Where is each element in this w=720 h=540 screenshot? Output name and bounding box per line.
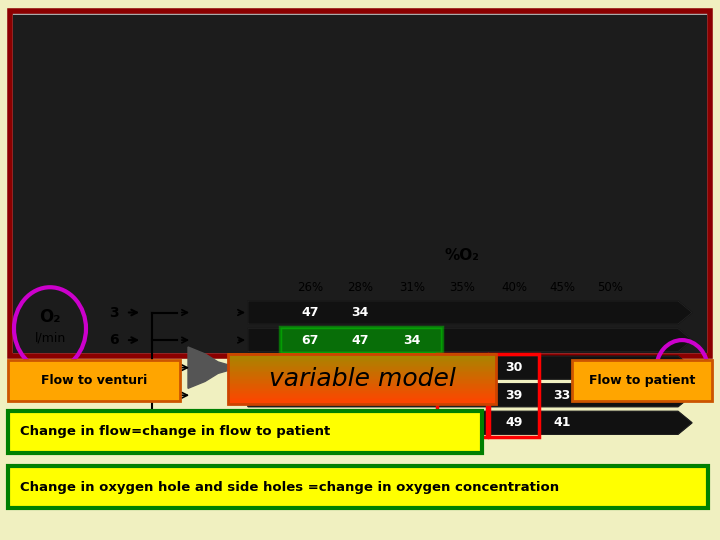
Bar	[228, 386, 496, 388]
Bar	[280, 327, 442, 353]
Text: 45%: 45%	[549, 281, 575, 294]
Polygon shape	[248, 329, 692, 352]
Text: 9: 9	[109, 361, 119, 375]
Text: O₂: O₂	[40, 308, 60, 326]
Bar	[228, 377, 496, 379]
Text: variable model: variable model	[269, 367, 456, 391]
Bar	[228, 370, 496, 373]
Bar	[228, 374, 496, 376]
Bar	[228, 387, 496, 389]
Bar	[489, 354, 539, 437]
Text: 68: 68	[403, 389, 420, 402]
Bar	[228, 383, 496, 386]
Polygon shape	[248, 411, 692, 434]
Text: 49: 49	[505, 416, 523, 429]
Polygon shape	[248, 301, 692, 324]
Bar	[228, 382, 496, 384]
Text: 50: 50	[454, 389, 471, 402]
Bar	[228, 367, 496, 369]
Text: %O₂: %O₂	[444, 247, 480, 262]
Text: l/min: l/min	[35, 331, 66, 345]
Polygon shape	[188, 347, 230, 388]
FancyBboxPatch shape	[8, 467, 708, 508]
Bar	[228, 402, 496, 404]
Bar	[228, 355, 496, 357]
Text: 71: 71	[351, 361, 369, 374]
Text: 39: 39	[505, 389, 523, 402]
FancyBboxPatch shape	[8, 360, 180, 401]
Bar	[228, 380, 496, 382]
Text: 37: 37	[454, 361, 471, 374]
Bar	[228, 394, 496, 396]
Bar	[228, 363, 496, 366]
Polygon shape	[248, 356, 692, 379]
Bar	[437, 354, 487, 437]
Bar	[228, 392, 496, 394]
Text: 40%: 40%	[501, 281, 527, 294]
Text: 12: 12	[104, 388, 124, 402]
Text: 34: 34	[403, 334, 420, 347]
Bar	[228, 397, 496, 400]
Bar	[228, 359, 496, 361]
Bar	[228, 365, 496, 367]
Bar	[228, 360, 496, 362]
Text: Change in oxygen hole and side holes =change in oxygen concentration: Change in oxygen hole and side holes =ch…	[20, 481, 559, 494]
Text: 50%: 50%	[597, 281, 623, 294]
Bar	[228, 356, 496, 359]
Bar	[228, 362, 496, 364]
Text: 26%: 26%	[297, 281, 323, 294]
Text: 15: 15	[104, 416, 124, 430]
Text: 62: 62	[454, 416, 471, 429]
Bar	[228, 401, 496, 403]
Text: Flow to patient: Flow to patient	[589, 374, 696, 387]
Bar	[228, 379, 496, 381]
Bar	[13, 15, 707, 353]
Text: 47: 47	[351, 334, 369, 347]
Text: 33: 33	[554, 389, 571, 402]
Text: 6: 6	[109, 333, 119, 347]
Bar	[228, 395, 496, 397]
Bar	[228, 399, 496, 401]
Text: Flow to venturi: Flow to venturi	[41, 374, 147, 387]
Text: Change in flow=change in flow to patient: Change in flow=change in flow to patient	[20, 426, 330, 438]
Bar	[228, 372, 496, 374]
Bar	[228, 389, 496, 391]
Bar	[228, 353, 496, 355]
Polygon shape	[248, 384, 692, 407]
Text: l/min: l/min	[668, 365, 696, 375]
Bar	[228, 368, 496, 371]
Text: 67: 67	[301, 334, 319, 347]
Text: 30: 30	[505, 361, 523, 374]
Text: 34: 34	[351, 306, 369, 319]
Text: 51: 51	[403, 361, 420, 374]
Bar	[228, 375, 496, 377]
Text: 35%: 35%	[449, 281, 475, 294]
Bar	[228, 354, 496, 404]
FancyBboxPatch shape	[572, 360, 712, 401]
Bar	[228, 390, 496, 393]
Text: 31%: 31%	[399, 281, 425, 294]
Text: 28%: 28%	[347, 281, 373, 294]
FancyBboxPatch shape	[8, 411, 482, 453]
Text: 47: 47	[301, 306, 319, 319]
Text: 41: 41	[553, 416, 571, 429]
Text: 3: 3	[109, 306, 119, 320]
Bar	[10, 11, 710, 356]
